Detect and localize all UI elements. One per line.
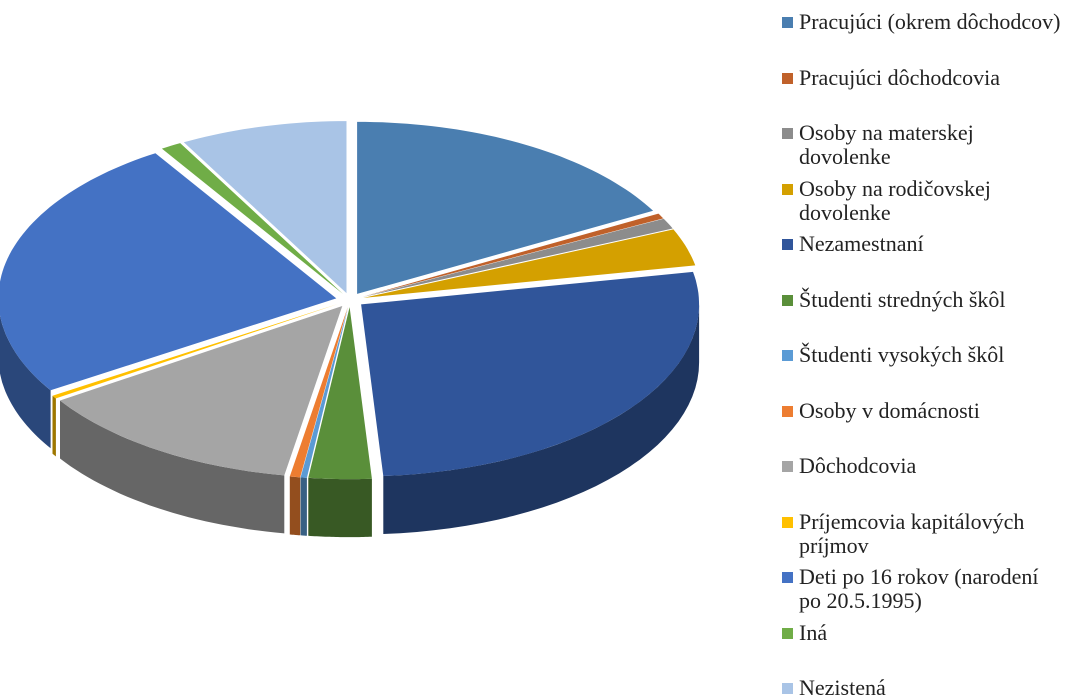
legend-label: Príjemcovia kapitálových príjmov (799, 508, 1025, 558)
legend-item: Osoby na rodičovskej dovolenke (782, 175, 1062, 225)
legend-swatch (782, 239, 793, 250)
legend-label: Osoby na rodičovskej dovolenke (799, 175, 991, 225)
legend-item: Príjemcovia kapitálových príjmov (782, 508, 1062, 558)
legend-item: Osoby na materskej dovolenke (782, 121, 1062, 169)
legend-swatch (782, 350, 793, 361)
legend-item: Pracujúci dôchodcovia (782, 64, 1062, 90)
pie-slice-side (383, 304, 700, 534)
legend-item: Študenti stredných škôl (782, 286, 1062, 312)
legend-label: Dôchodcovia (799, 453, 917, 478)
legend-label: Pracujúci dôchodcovia (799, 64, 1000, 90)
legend-swatch (782, 683, 793, 694)
legend-item: Iná (782, 619, 1062, 645)
legend-item: Deti po 16 rokov (narodení po 20.5.1995) (782, 565, 1062, 613)
legend-label: Pracujúci (okrem dôchodcov) (799, 9, 1061, 34)
legend-label: Študenti stredných škôl (799, 286, 1006, 312)
pie-chart (0, 121, 700, 538)
legend-label: Osoby v domácnosti (799, 397, 980, 423)
pie-slice (289, 307, 348, 478)
pie-slice-side (60, 400, 285, 534)
legend-swatch (782, 405, 793, 417)
legend-item: Pracujúci (okrem dôchodcov) (782, 10, 1062, 34)
pie-slice (362, 218, 673, 297)
legend-swatch (782, 72, 793, 84)
pie-slice (362, 213, 664, 297)
legend-swatch (782, 183, 793, 195)
pie-slice-side (308, 477, 372, 538)
pie-slice-side (52, 395, 56, 457)
pie-slice (357, 121, 654, 294)
legend-swatch (782, 572, 793, 583)
pie-slice (161, 143, 343, 294)
legend-item: Osoby v domácnosti (782, 397, 1062, 423)
legend-label: Študenti vysokých škôl (799, 342, 1005, 367)
legend-label: Osoby na materskej dovolenke (799, 120, 974, 169)
pie-slice (361, 271, 700, 476)
legend-item: Nezamestnaní (782, 232, 1062, 256)
pie-slice-side (300, 477, 307, 536)
pie-sides (0, 304, 700, 538)
legend-swatch (782, 128, 793, 139)
legend-item: Dôchodcovia (782, 454, 1062, 478)
pie-slice (60, 306, 343, 476)
legend-swatch (782, 294, 793, 306)
legend-swatch (782, 516, 793, 528)
legend-swatch (782, 17, 793, 28)
pie-slice-side (0, 315, 51, 449)
pie-slice-side (289, 476, 301, 536)
pie-tops (0, 121, 700, 480)
pie-slice (363, 229, 696, 298)
legend-swatch (782, 627, 793, 639)
legend-label: Deti po 16 rokov (narodení po 20.5.1995) (799, 564, 1039, 613)
pie-slice (308, 307, 372, 480)
pie-slice (300, 307, 349, 478)
legend-label: Iná (799, 619, 828, 645)
pie-slice (0, 153, 337, 391)
pie-slice (183, 121, 347, 294)
legend-swatch (782, 461, 793, 472)
legend-item: Študenti vysokých škôl (782, 343, 1062, 367)
legend-label: Nezamestnaní (799, 231, 924, 256)
pie-slice (52, 303, 339, 399)
legend-item: Nezistená (782, 676, 1062, 700)
legend-label: Nezistená (799, 675, 886, 700)
legend: Pracujúci (okrem dôchodcov) Pracujúci dôc… (782, 0, 1067, 700)
